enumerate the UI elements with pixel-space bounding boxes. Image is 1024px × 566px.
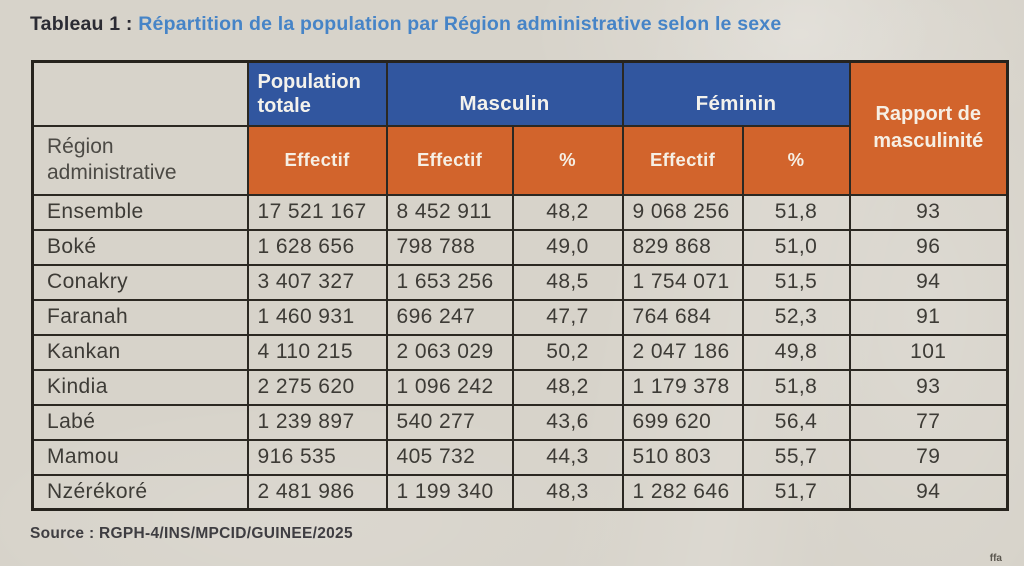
population-cell: 4 110 215 [246, 333, 388, 371]
header-row-sub: Région administrative Effectif Effectif … [31, 124, 1008, 196]
rapport-cell: 93 [848, 193, 1009, 231]
region-cell: Kankan [31, 333, 249, 371]
fem-pct-cell: 51,0 [741, 228, 851, 266]
rapport-cell: 77 [848, 403, 1009, 441]
masc-effectif-cell: 1 096 242 [385, 368, 514, 406]
masc-effectif-cell: 696 247 [385, 298, 514, 336]
subheader-population-effectif: Effectif [246, 124, 388, 196]
table-row: Mamou 916 535 405 732 44,3 510 803 55,7 … [31, 438, 1009, 476]
masc-effectif-cell: 1 199 340 [385, 473, 514, 511]
fem-pct-cell: 56,4 [741, 403, 851, 441]
fem-pct-cell: 51,8 [741, 193, 851, 231]
table-row: Boké 1 628 656 798 788 49,0 829 868 51,0… [31, 228, 1009, 266]
region-cell: Faranah [31, 298, 249, 336]
population-cell: 1 460 931 [246, 298, 388, 336]
fem-pct-cell: 49,8 [741, 333, 851, 371]
fem-effectif-cell: 1 179 378 [621, 368, 744, 406]
table-row: Labé 1 239 897 540 277 43,6 699 620 56,4… [31, 403, 1009, 441]
masc-effectif-cell: 1 653 256 [385, 263, 514, 301]
subheader-masculin-percent: % [511, 124, 624, 196]
masc-pct-cell: 48,2 [511, 193, 624, 231]
table-row: Kankan 4 110 215 2 063 029 50,2 2 047 18… [31, 333, 1009, 371]
column-header-population-totale: Population totale [246, 60, 388, 127]
fem-effectif-cell: 1 282 646 [621, 473, 744, 511]
fem-pct-cell: 52,3 [741, 298, 851, 336]
masc-pct-cell: 47,7 [511, 298, 624, 336]
page-corner-fragment: ffa [989, 553, 1002, 564]
fem-pct-cell: 51,7 [741, 473, 851, 511]
region-cell: Labé [31, 403, 249, 441]
fem-effectif-cell: 829 868 [621, 228, 744, 266]
fem-effectif-cell: 764 684 [621, 298, 744, 336]
rapport-cell: 93 [848, 368, 1009, 406]
subheader-masculin-effectif: Effectif [385, 124, 514, 196]
table-row: Kindia 2 275 620 1 096 242 48,2 1 179 37… [31, 368, 1009, 406]
population-cell: 17 521 167 [246, 193, 388, 231]
fem-effectif-cell: 699 620 [621, 403, 744, 441]
population-table: Population totale Masculin Féminin Rappo… [31, 60, 1009, 511]
masc-effectif-cell: 798 788 [385, 228, 514, 266]
empty-corner-cell [31, 60, 249, 127]
table-caption: Tableau 1 : Répartition de la population… [30, 13, 781, 36]
column-header-feminin: Féminin [621, 60, 851, 127]
population-cell: 916 535 [246, 438, 388, 476]
rapport-cell: 79 [848, 438, 1009, 476]
masc-pct-cell: 49,0 [511, 228, 624, 266]
population-cell: 2 481 986 [246, 473, 388, 511]
region-cell: Kindia [31, 368, 249, 406]
region-cell: Ensemble [31, 193, 249, 231]
fem-effectif-cell: 9 068 256 [621, 193, 744, 231]
source-note: Source : RGPH-4/INS/MPCID/GUINEE/2025 [30, 525, 353, 542]
rapport-cell: 91 [848, 298, 1009, 336]
rapport-cell: 101 [848, 333, 1009, 371]
masc-pct-cell: 48,2 [511, 368, 624, 406]
region-cell: Conakry [31, 263, 249, 301]
masc-effectif-cell: 405 732 [385, 438, 514, 476]
masc-effectif-cell: 8 452 911 [385, 193, 514, 231]
table-row: Nzérékoré 2 481 986 1 199 340 48,3 1 282… [31, 473, 1009, 511]
masc-pct-cell: 48,5 [511, 263, 624, 301]
masc-pct-cell: 44,3 [511, 438, 624, 476]
table-row: Conakry 3 407 327 1 653 256 48,5 1 754 0… [31, 263, 1009, 301]
rapport-cell: 94 [848, 263, 1009, 301]
rapport-cell: 94 [848, 473, 1009, 511]
column-header-region-administrative: Région administrative [31, 124, 249, 196]
population-cell: 2 275 620 [246, 368, 388, 406]
fem-effectif-cell: 1 754 071 [621, 263, 744, 301]
subheader-feminin-effectif: Effectif [621, 124, 744, 196]
fem-effectif-cell: 510 803 [621, 438, 744, 476]
table-row: Ensemble 17 521 167 8 452 911 48,2 9 068… [31, 193, 1009, 231]
population-cell: 1 628 656 [246, 228, 388, 266]
region-cell: Nzérékoré [31, 473, 249, 511]
masc-pct-cell: 50,2 [511, 333, 624, 371]
table-row: Faranah 1 460 931 696 247 47,7 764 684 5… [31, 298, 1009, 336]
masc-effectif-cell: 2 063 029 [385, 333, 514, 371]
masc-effectif-cell: 540 277 [385, 403, 514, 441]
region-cell: Mamou [31, 438, 249, 476]
subheader-feminin-percent: % [741, 124, 851, 196]
region-cell: Boké [31, 228, 249, 266]
population-cell: 3 407 327 [246, 263, 388, 301]
column-header-masculin: Masculin [385, 60, 624, 127]
fem-effectif-cell: 2 047 186 [621, 333, 744, 371]
table-caption-number: Tableau 1 : [30, 13, 133, 35]
column-header-rapport-masculinite: Rapport de masculinité [848, 60, 1009, 196]
fem-pct-cell: 51,5 [741, 263, 851, 301]
header-row-top: Population totale Masculin Féminin Rappo… [31, 60, 1009, 196]
fem-pct-cell: 55,7 [741, 438, 851, 476]
rapport-cell: 96 [848, 228, 1009, 266]
population-cell: 1 239 897 [246, 403, 388, 441]
masc-pct-cell: 48,3 [511, 473, 624, 511]
table-caption-text: Répartition de la population par Région … [138, 13, 782, 35]
masc-pct-cell: 43,6 [511, 403, 624, 441]
fem-pct-cell: 51,8 [741, 368, 851, 406]
